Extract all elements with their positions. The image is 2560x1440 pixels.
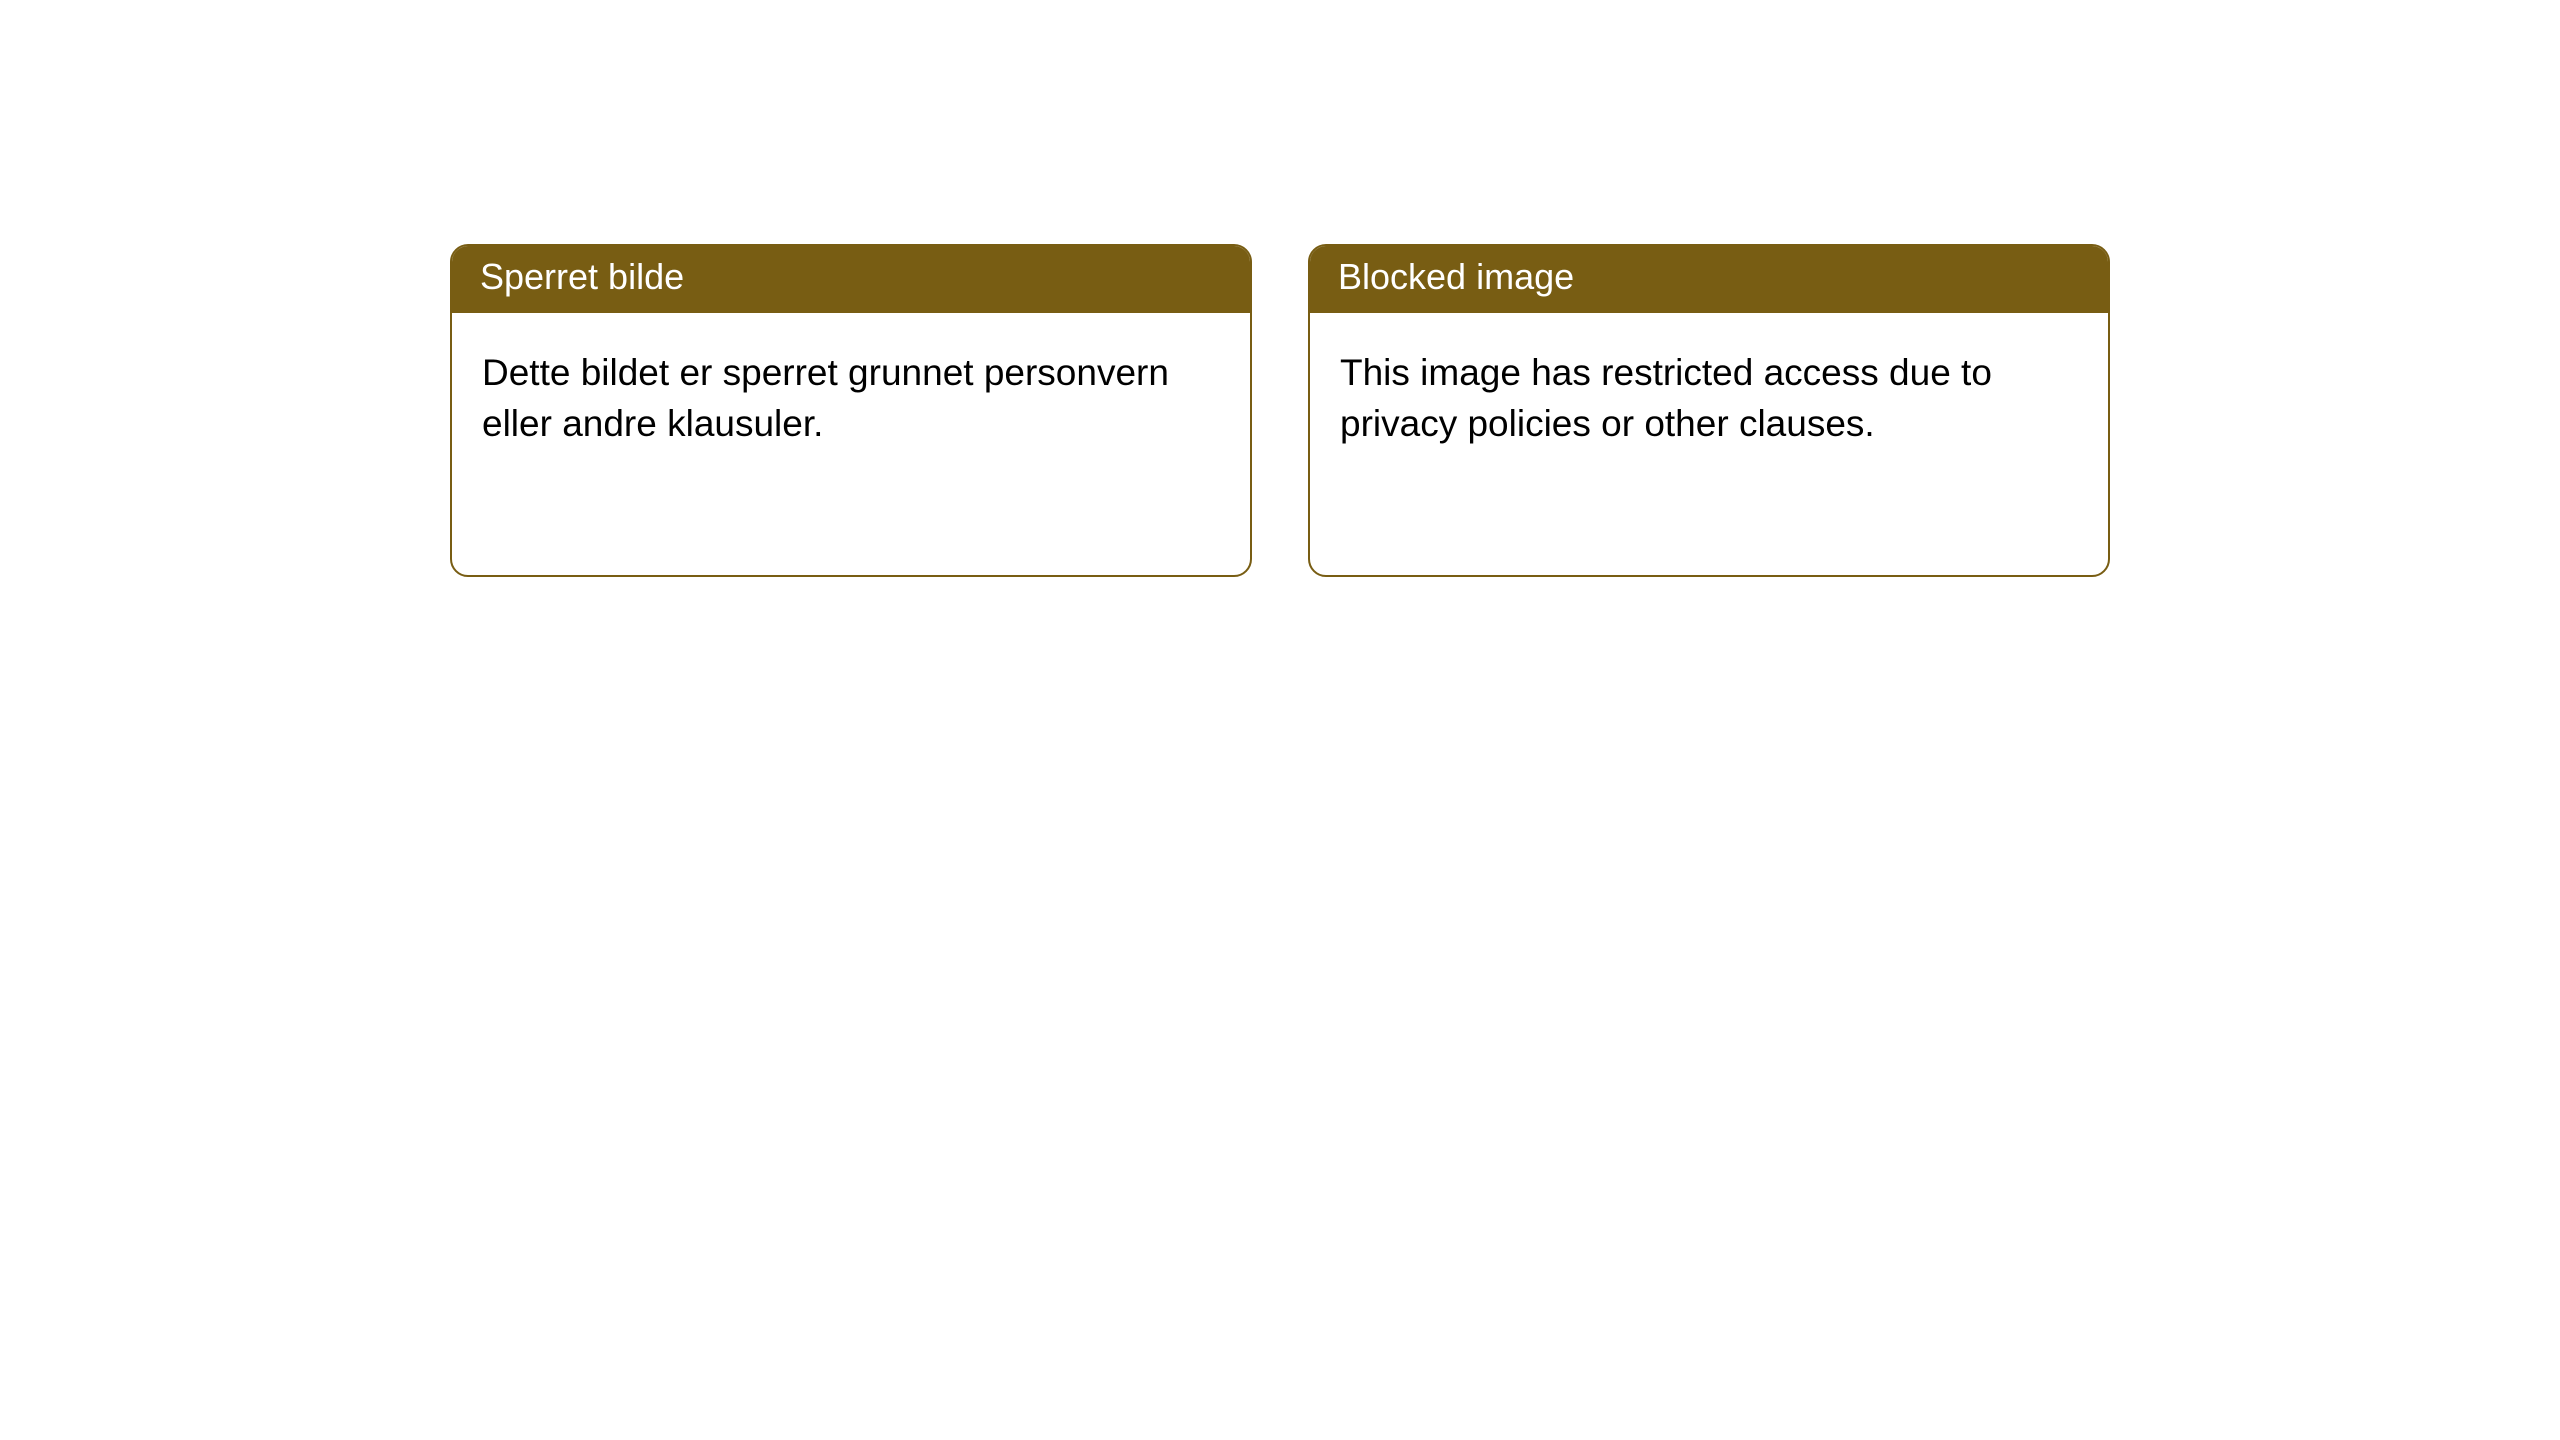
notice-title: Sperret bilde bbox=[480, 256, 684, 297]
notice-body: Dette bildet er sperret grunnet personve… bbox=[452, 313, 1250, 483]
notice-title: Blocked image bbox=[1338, 256, 1574, 297]
notice-body-text: Dette bildet er sperret grunnet personve… bbox=[482, 352, 1169, 444]
notice-header: Blocked image bbox=[1310, 246, 2108, 313]
notice-body: This image has restricted access due to … bbox=[1310, 313, 2108, 483]
notice-card-norwegian: Sperret bilde Dette bildet er sperret gr… bbox=[450, 244, 1252, 577]
notice-body-text: This image has restricted access due to … bbox=[1340, 352, 1992, 444]
notice-card-english: Blocked image This image has restricted … bbox=[1308, 244, 2110, 577]
notice-header: Sperret bilde bbox=[452, 246, 1250, 313]
notice-container: Sperret bilde Dette bildet er sperret gr… bbox=[0, 0, 2560, 577]
